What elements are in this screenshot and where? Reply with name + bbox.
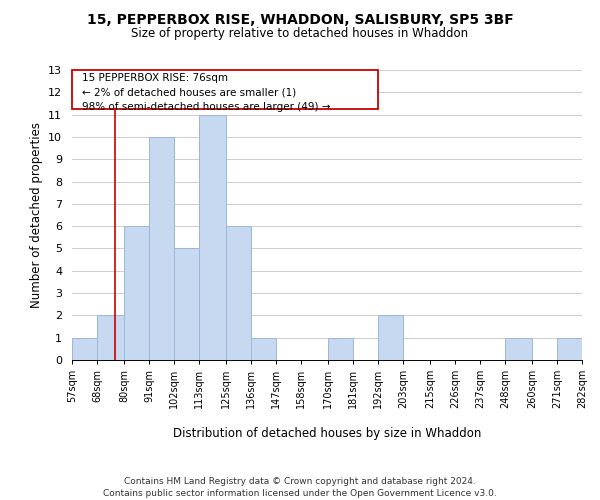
- FancyBboxPatch shape: [72, 70, 378, 109]
- Bar: [505, 338, 532, 360]
- Text: 15 PEPPERBOX RISE: 76sqm
← 2% of detached houses are smaller (1)
98% of semi-det: 15 PEPPERBOX RISE: 76sqm ← 2% of detache…: [82, 73, 331, 112]
- Bar: [199, 114, 226, 360]
- Text: 15, PEPPERBOX RISE, WHADDON, SALISBURY, SP5 3BF: 15, PEPPERBOX RISE, WHADDON, SALISBURY, …: [86, 12, 514, 26]
- Text: Contains HM Land Registry data © Crown copyright and database right 2024.: Contains HM Land Registry data © Crown c…: [124, 478, 476, 486]
- Bar: [226, 226, 251, 360]
- Text: Size of property relative to detached houses in Whaddon: Size of property relative to detached ho…: [131, 28, 469, 40]
- Bar: [378, 316, 403, 360]
- Bar: [97, 316, 124, 360]
- Bar: [557, 338, 582, 360]
- Bar: [72, 338, 97, 360]
- Bar: [124, 226, 149, 360]
- Text: Distribution of detached houses by size in Whaddon: Distribution of detached houses by size …: [173, 428, 481, 440]
- Bar: [149, 137, 174, 360]
- Y-axis label: Number of detached properties: Number of detached properties: [29, 122, 43, 308]
- Bar: [251, 338, 276, 360]
- Bar: [174, 248, 199, 360]
- Bar: [328, 338, 353, 360]
- Text: Contains public sector information licensed under the Open Government Licence v3: Contains public sector information licen…: [103, 489, 497, 498]
